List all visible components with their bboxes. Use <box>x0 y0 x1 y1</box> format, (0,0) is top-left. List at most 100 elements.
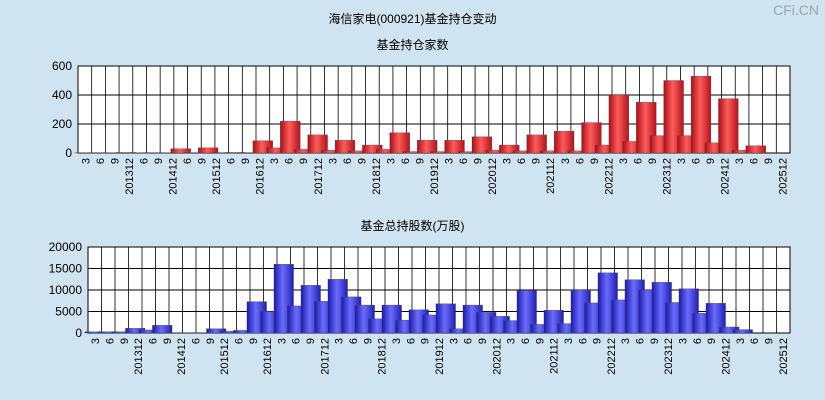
chart1-xtick-label: 3 <box>734 158 746 164</box>
chart2-xtick-label: 6 <box>405 338 417 344</box>
chart1-xtick-label: 202212 <box>603 158 615 195</box>
chart2-xtick-label: 9 <box>764 338 776 344</box>
chart1-xtick-label: 3 <box>444 158 456 164</box>
chart1-xtick-label: 3 <box>560 158 572 164</box>
chart1-xtick-label: 6 <box>284 158 296 164</box>
chart2-xtick-label: 6 <box>463 338 475 344</box>
chart2-xtick-label: 3 <box>735 338 747 344</box>
chart1-xtick-label: 6 <box>574 158 586 164</box>
chart2-xtick-label: 201412 <box>176 338 188 375</box>
chart1-xtick-label: 6 <box>182 158 194 164</box>
chart2-xtick-label: 201312 <box>133 338 145 375</box>
chart2-ytick-label: 5000 <box>55 305 82 319</box>
chart1-bar <box>745 145 766 154</box>
chart1-xtick-label: 3 <box>676 158 688 164</box>
chart2-bar <box>152 325 173 334</box>
chart1-bar <box>526 134 547 154</box>
chart1-bar <box>197 147 219 154</box>
chart2-bar <box>516 290 537 334</box>
chart1-xtick-label: 9 <box>298 158 310 164</box>
chart2-xtick-label: 3 <box>90 338 102 344</box>
chart2-bar <box>435 303 456 334</box>
chart2-xtick-label: 6 <box>104 338 116 344</box>
chart2-xtick-label: 9 <box>205 338 217 344</box>
chart2-xtick-label: 201512 <box>219 338 231 375</box>
chart2-ytick-label: 15000 <box>49 262 83 276</box>
chart1-xtick-label: 6 <box>226 158 238 164</box>
chart2-xtick-label: 6 <box>635 338 647 344</box>
chart1-xtick-label: 6 <box>138 158 150 164</box>
chart1-xtick-label: 3 <box>327 158 339 164</box>
chart2-bar <box>732 329 753 334</box>
chart1-bar <box>471 136 493 154</box>
chart2-xtick-label: 9 <box>305 338 317 344</box>
chart1-xtick-label: 9 <box>531 158 543 164</box>
chart2-xtick-label: 6 <box>233 338 245 344</box>
chart1-bar <box>417 140 438 154</box>
chart1-xtick-label: 201612 <box>255 158 267 195</box>
chart1-xtick-label: 3 <box>385 158 397 164</box>
chart1-bar <box>334 140 356 154</box>
chart1-ytick-label: 0 <box>65 146 72 160</box>
chart1-xtick-label: 201712 <box>313 158 325 195</box>
chart1-xtick-label: 9 <box>473 158 485 164</box>
chart1-bar <box>608 94 629 154</box>
chart2-xtick-label: 9 <box>248 338 260 344</box>
chart2-xtick-label: 202412 <box>721 338 733 375</box>
chart1-xtick-label: 6 <box>749 158 761 164</box>
chart2-xtick-label: 9 <box>534 338 546 344</box>
chart1-xtick-label: 9 <box>197 158 209 164</box>
chart1-xtick-label: 3 <box>502 158 514 164</box>
chart2-xtick-label: 6 <box>577 338 589 344</box>
chart2-xtick-label: 3 <box>448 338 460 344</box>
chart2-xtick-label: 202312 <box>663 338 675 375</box>
chart1-xtick-label: 6 <box>691 158 703 164</box>
chart1-xtick-label: 9 <box>356 158 368 164</box>
chart1-xtick-label: 201312 <box>124 158 136 195</box>
chart1-ytick-label: 600 <box>52 59 72 73</box>
chart1-bar <box>444 140 465 154</box>
chart1-xtick-label: 201812 <box>371 158 383 195</box>
chart2-xtick-label: 6 <box>692 338 704 344</box>
chart2-xtick-label: 3 <box>334 338 346 344</box>
chart1-xtick-label: 3 <box>618 158 630 164</box>
chart2-xtick-label: 9 <box>706 338 718 344</box>
chart1-ytick-label: 200 <box>52 117 72 131</box>
chart2-xtick-label: 9 <box>420 338 432 344</box>
chart1-xtick-label: 6 <box>400 158 412 164</box>
chart2-xtick-label: 9 <box>649 338 661 344</box>
chart2-xtick-label: 9 <box>477 338 489 344</box>
chart1-bar <box>554 131 575 154</box>
chart2-xtick-label: 202012 <box>491 338 503 375</box>
chart2-title: 基金总持股数(万股) <box>360 219 465 233</box>
chart1-bar <box>280 120 301 154</box>
chart1-xtick-label: 6 <box>458 158 470 164</box>
chart2-xtick-label: 3 <box>276 338 288 344</box>
chart2-xtick-label: 3 <box>563 338 575 344</box>
chart2-bar <box>705 303 726 334</box>
watermark-logo: CFi.CN <box>773 2 819 18</box>
chart2-xtick-label: 6 <box>291 338 303 344</box>
chart2-xtick-label: 202212 <box>606 338 618 375</box>
chart1-ytick-label: 400 <box>52 88 72 102</box>
chart2-xtick-label: 3 <box>678 338 690 344</box>
chart2-xtick-label: 201712 <box>319 338 331 375</box>
chart1-xtick-label: 9 <box>414 158 426 164</box>
chart2-xtick-label: 6 <box>520 338 532 344</box>
chart2-xtick-label: 201812 <box>377 338 389 375</box>
chart2-xtick-label: 3 <box>506 338 518 344</box>
chart1-xtick-label: 202512 <box>778 158 790 195</box>
chart2-xtick-label: 6 <box>147 338 159 344</box>
chart1-bar <box>718 98 739 154</box>
chart2-xtick-label: 6 <box>190 338 202 344</box>
chart2-xtick-label: 6 <box>348 338 360 344</box>
chart1-xtick-label: 9 <box>240 158 252 164</box>
chart1-xtick-label: 201912 <box>429 158 441 195</box>
chart1-xtick-label: 9 <box>763 158 775 164</box>
chart1-xtick-label: 6 <box>516 158 528 164</box>
chart2-xtick-label: 201912 <box>434 338 446 375</box>
chart2-xtick-label: 9 <box>362 338 374 344</box>
chart2-xtick-label: 9 <box>592 338 604 344</box>
chart1-xtick-label: 201412 <box>167 158 179 195</box>
chart1-xtick-label: 9 <box>705 158 717 164</box>
